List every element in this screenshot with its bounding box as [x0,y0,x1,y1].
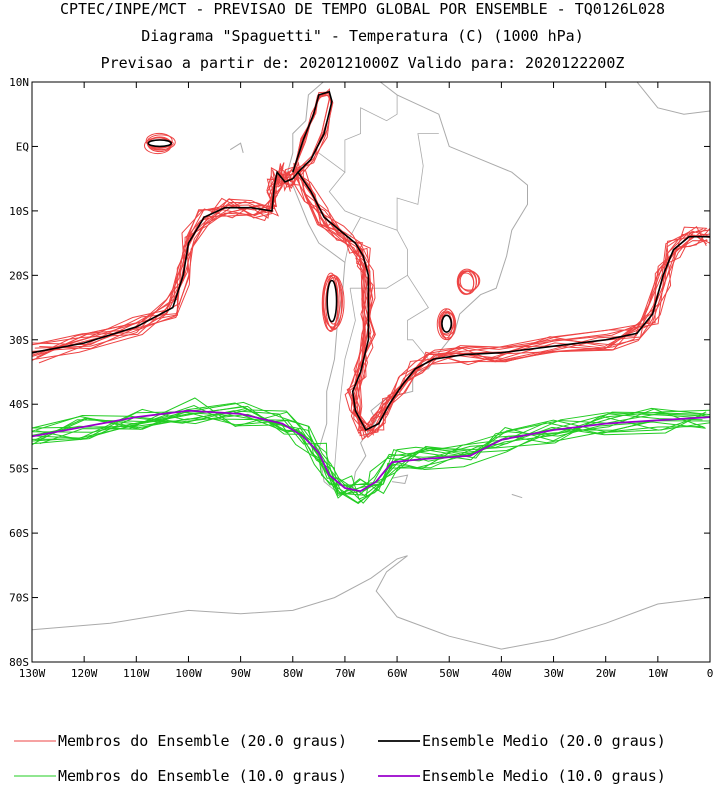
x-tick-label: 110W [123,667,150,680]
chart-subtitle: Diagrama "Spaguetti" - Temperatura (C) (… [141,27,584,45]
x-tick-label: 130W [19,667,46,680]
member-20-andes-loop [292,94,334,176]
y-tick-label: 40S [9,398,29,411]
x-tick-label: 30W [544,667,564,680]
x-axis: 130W 120W 110W 100W 90W 80W 70W 60W 50W 40W 30W 20W… [19,82,714,680]
country-border [344,216,408,276]
x-tick-label: 0 [707,667,714,680]
member-10-line [34,405,703,505]
africa-coast [636,82,710,115]
member-20-line [38,176,707,439]
y-tick-label: 10N [9,76,29,89]
member-20-line [32,173,704,441]
x-tick-label: 100W [175,667,202,680]
galapagos-coast [229,142,244,154]
country-border [334,288,356,469]
members-10-layer [32,397,710,505]
y-axis: 10N EQ 10S 20S 30S 40S 50S 60S 70S 80S [9,76,710,669]
member-20-line [37,167,710,435]
member-20-closed-contour [457,272,475,295]
mean-20-closed-contour [147,139,173,148]
legend-label: Ensemble Medio (10.0 graus) [422,767,666,785]
legend-label: Ensemble Medio (20.0 graus) [422,732,666,750]
member-10-line [32,411,703,487]
falklands-coast [391,474,409,485]
y-tick-label: 10S [9,205,29,218]
chart-title: CPTEC/INPE/MCT - PREVISAO DE TEMPO GLOBA… [59,0,666,18]
x-tick-label: 120W [71,667,98,680]
mean-20-closed-contour [441,314,453,333]
member-20-closed-contour [323,272,339,332]
x-tick-label: 10W [648,667,668,680]
member-20-line [34,169,706,429]
south-georgia-coast [511,493,523,499]
y-tick-label: 20S [9,269,29,282]
member-20-line [32,163,710,426]
y-tick-label: EQ [16,140,29,153]
plot-frame [31,81,711,663]
legend-label: Membros do Ensemble (10.0 graus) [58,767,347,785]
country-border [396,133,439,231]
mean-20-line [32,170,710,432]
x-tick-label: 80W [283,667,303,680]
y-tick-label: 50S [9,463,29,476]
members-20-layer [32,88,710,441]
y-tick-label: 70S [9,592,29,605]
member-20-line [39,170,710,436]
y-tick-label: 80S [9,656,29,669]
x-tick-label: 40W [491,667,511,680]
member-20-line [32,161,710,433]
member-10-line [32,397,710,495]
member-20-closed-contour [458,270,481,291]
x-tick-label: 90W [231,667,251,680]
legend: Membros do Ensemble (20.0 graus) Ensemble… [14,732,666,785]
x-tick-label: 70W [335,667,355,680]
mean-layer [32,90,710,493]
mean-20-andes-loop [292,90,333,173]
x-tick-label: 60W [387,667,407,680]
x-tick-label: 50W [439,667,459,680]
legend-label: Membros do Ensemble (20.0 graus) [58,732,347,750]
y-tick-label: 60S [9,527,29,540]
member-20-closed-contour [145,132,173,149]
country-border [318,94,398,173]
chart-validity: Previsao a partir de: 2020121000Z Valido… [100,54,625,72]
member-20-line [39,162,708,432]
y-tick-label: 30S [9,334,29,347]
country-border [328,171,361,218]
member-20-closed-contour [459,270,480,292]
member-20-closed-contour [143,137,172,155]
mean-10-line [32,409,710,493]
mean-20-closed-contour [326,279,338,323]
x-tick-label: 20W [596,667,616,680]
antarctica-coast [32,555,710,650]
member-20-line [32,166,710,433]
country-border [350,274,432,363]
